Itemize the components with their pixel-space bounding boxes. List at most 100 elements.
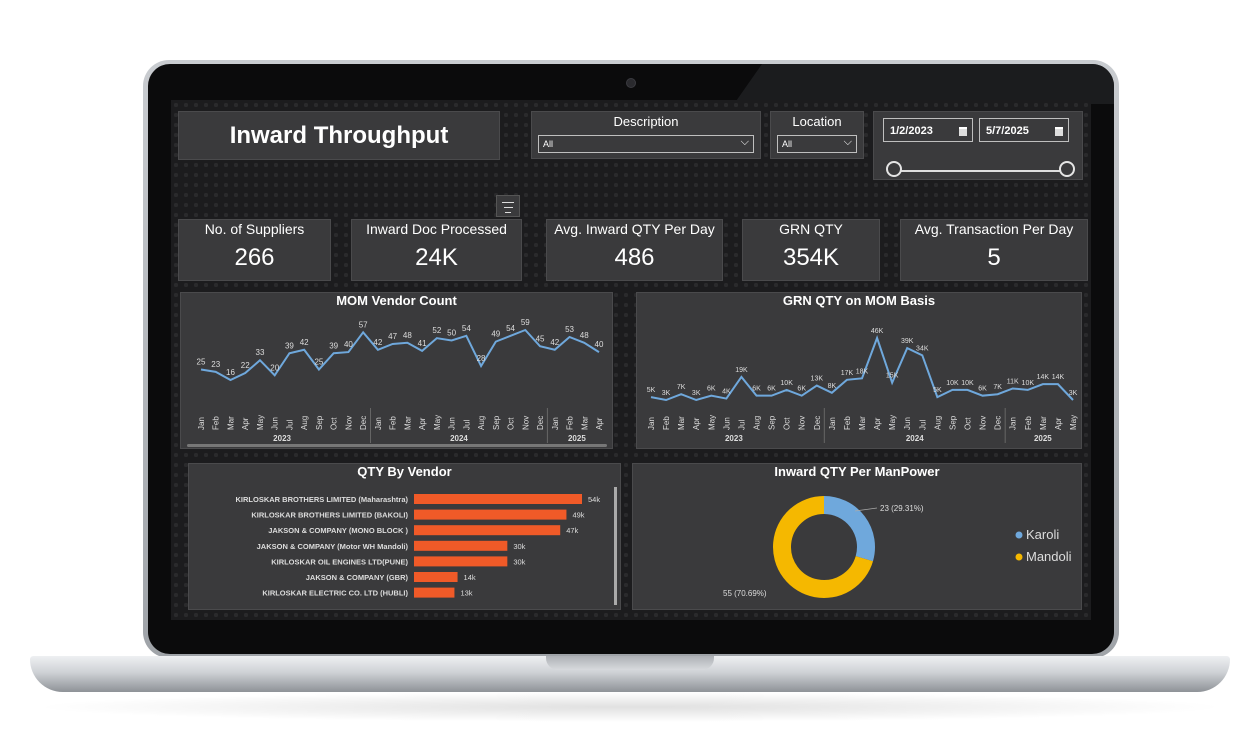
x-tick-label: May <box>256 415 265 430</box>
inward-qty-manpower-chart: Inward QTY Per ManPower 23 (29.31%) 55 (7… <box>632 463 1082 610</box>
chart-title: GRN QTY on MOM Basis <box>782 293 936 308</box>
data-label: 13k <box>460 589 472 598</box>
x-tick-label: Jan <box>647 417 656 430</box>
kpi-label: GRN QTY <box>779 221 843 237</box>
start-date-field[interactable]: 1/2/2023 <box>883 118 973 142</box>
data-label: 14k <box>464 573 476 582</box>
x-tick-label: Aug <box>477 416 486 430</box>
x-tick-label: Nov <box>344 416 353 430</box>
x-tick-label: May <box>707 415 716 430</box>
data-label: 18K <box>856 368 869 375</box>
x-year-label: 2023 <box>273 434 291 443</box>
date-slider-start-handle[interactable] <box>886 161 902 177</box>
title-card: Inward Throughput <box>178 111 500 160</box>
x-tick-label: Jul <box>285 420 294 430</box>
x-tick-label: Jan <box>197 417 206 430</box>
x-tick-label: Mar <box>580 416 589 430</box>
x-tick-label: Aug <box>933 416 942 430</box>
page-title: Inward Throughput <box>229 122 449 149</box>
vertical-scrollbar <box>614 487 617 605</box>
qty-by-vendor-chart: QTY By Vendor KIRLOSKAR BROTHERS LIMITED… <box>188 463 621 610</box>
category-label: KIRLOSKAR BROTHERS LIMITED (BAKOLI) <box>251 511 408 520</box>
end-date-value: 5/7/2025 <box>986 125 1029 137</box>
kpi-label: Avg. Transaction Per Day <box>914 221 1074 237</box>
mom-vendor-count-chart: MOM Vendor Count 25 23 16 22 33 20 39 42 25 39 40 5… <box>180 292 613 449</box>
location-value: All <box>782 139 793 149</box>
data-label: 49 <box>491 330 500 339</box>
grn-qty-mom-chart: GRN QTY on MOM Basis 5K 3K 7K 3K 6K 4K 19K 6K 6K… <box>636 292 1082 449</box>
legend-marker <box>1015 553 1023 561</box>
data-label: 30k <box>513 542 525 551</box>
location-dropdown[interactable]: All ⌵ <box>777 135 857 153</box>
bar <box>414 572 458 582</box>
date-slider-track[interactable] <box>895 170 1069 172</box>
x-tick-label: Sep <box>768 415 777 430</box>
x-tick-label: Nov <box>521 416 530 430</box>
x-tick-label: Aug <box>753 416 762 430</box>
x-tick-label: Mar <box>226 416 235 430</box>
x-tick-label: Apr <box>873 417 882 430</box>
filter-icon[interactable] <box>496 195 520 217</box>
x-tick-label: Aug <box>300 416 309 430</box>
bar <box>414 540 508 551</box>
x-year-label: 2023 <box>725 434 743 443</box>
x-tick-label: Apr <box>692 417 701 430</box>
x-tick-label: Feb <box>212 416 221 430</box>
data-label: 16 <box>226 368 235 377</box>
data-label: 50 <box>447 328 456 337</box>
manpower-donut-chart-svg: 23 (29.31%) 55 (70.69%) Karoli Mandoli <box>723 496 1072 598</box>
end-date-field[interactable]: 5/7/2025 <box>979 118 1069 142</box>
x-tick-label: Jul <box>737 420 746 430</box>
start-date-value: 1/2/2023 <box>890 125 933 137</box>
description-dropdown[interactable]: All ⌵ <box>538 135 754 153</box>
data-label: 14K <box>1037 374 1050 381</box>
data-label: 5K <box>647 387 656 394</box>
x-year-label: 2024 <box>906 434 924 443</box>
x-year-label: 2025 <box>1034 434 1052 443</box>
data-label: 23 <box>211 360 220 369</box>
chart-title: QTY By Vendor <box>357 464 452 479</box>
data-label: 10K <box>946 380 959 387</box>
data-label: 10K <box>961 380 974 387</box>
x-tick-label: Sep <box>492 415 501 430</box>
bar <box>414 494 582 504</box>
kpi-value: 486 <box>614 244 655 271</box>
legend-marker <box>1015 531 1023 539</box>
chart-title: MOM Vendor Count <box>336 293 457 308</box>
description-label: Description <box>613 114 679 129</box>
data-label: 22 <box>241 361 250 370</box>
data-label: 3K <box>662 390 671 397</box>
x-tick-label: Apr <box>418 417 427 430</box>
data-label: 39 <box>285 341 294 350</box>
x-tick-label: Mar <box>403 416 412 430</box>
data-label: 49k <box>572 511 584 520</box>
horizontal-scrollbar <box>187 444 607 447</box>
category-label: KIRLOSKAR BROTHERS LIMITED (Maharashtra) <box>235 495 408 504</box>
donut-slice <box>823 496 875 562</box>
slice-label: 23 (29.31%) <box>880 504 924 513</box>
data-label: 59 <box>521 318 530 327</box>
x-tick-label: Jun <box>722 417 731 430</box>
data-label: 25 <box>197 358 206 367</box>
data-label: 42 <box>550 338 559 347</box>
x-tick-label: Apr <box>1054 417 1063 430</box>
data-label: 5K <box>933 387 942 394</box>
location-label: Location <box>792 114 842 129</box>
kpi-card-grn-qty: GRN QTY 354K <box>742 219 880 281</box>
x-tick-label: May <box>433 415 442 430</box>
series-line <box>200 328 600 382</box>
x-tick-label: Apr <box>241 417 250 430</box>
laptop-notch <box>546 656 714 670</box>
x-tick-label: Jul <box>918 420 927 430</box>
x-tick-label: Oct <box>330 417 339 430</box>
data-label: 6K <box>978 386 987 393</box>
calendar-icon <box>959 127 967 136</box>
data-label: 17K <box>841 370 854 377</box>
data-label: 10K <box>780 380 793 387</box>
description-slicer: Description All ⌵ <box>531 111 761 159</box>
category-label: KIRLOSKAR OIL ENGINES LTD(PUNE) <box>271 557 408 566</box>
date-slider-end-handle[interactable] <box>1059 161 1075 177</box>
data-label: 33 <box>256 348 265 357</box>
vendor-bar-chart-svg: KIRLOSKAR BROTHERS LIMITED (Maharashtra)… <box>235 487 617 605</box>
data-label: 54k <box>588 495 600 504</box>
